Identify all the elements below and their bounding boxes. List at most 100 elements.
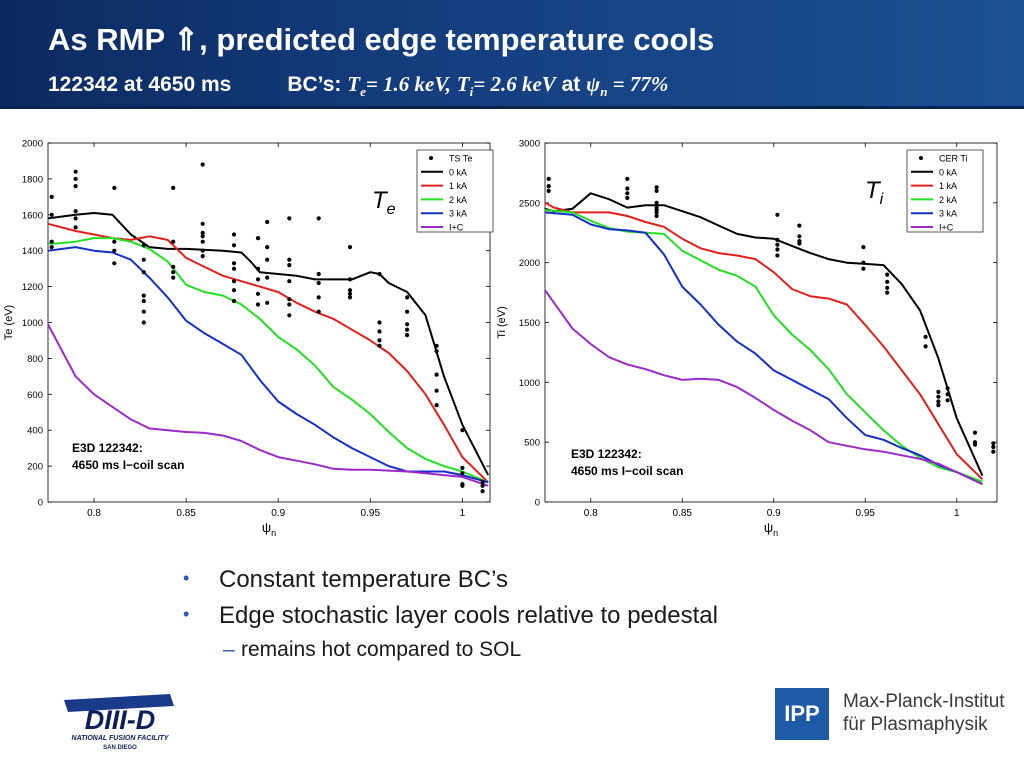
scatter-point [797, 234, 802, 239]
scatter-point [654, 213, 659, 219]
scatter-point [460, 465, 465, 470]
scatter-point [775, 253, 780, 258]
legend-entry: 0 kA [449, 167, 467, 177]
scatter-point [775, 212, 780, 217]
y-tick-label: 1800 [22, 174, 43, 185]
scatter-point [936, 389, 941, 394]
scatter-point [200, 162, 205, 167]
scatter-point [775, 242, 780, 247]
legend-entry: TS Te [449, 154, 472, 164]
scatter-point [625, 191, 630, 196]
y-tick-label: 800 [27, 354, 43, 365]
scatter-point [265, 219, 270, 225]
scatter-point [112, 248, 117, 253]
y-tick-label: 1600 [22, 210, 43, 221]
scatter-point [73, 216, 78, 221]
scatter-point [200, 248, 205, 253]
y-tick-label: 500 [524, 438, 540, 449]
y-tick-label: 1000 [22, 318, 43, 329]
scatter-point [231, 243, 237, 248]
scatter-point [797, 223, 802, 228]
scatter-point [405, 327, 410, 332]
series-line-1-ka [47, 222, 489, 484]
scatter-point [405, 309, 410, 314]
scatter-point [171, 185, 176, 190]
scatter-point [991, 441, 996, 446]
scatter-point [377, 329, 382, 334]
x-tick-label: 1 [954, 508, 960, 519]
bullet-item: • Constant temperature BC’s [183, 566, 509, 593]
y-axis-label: Ti (eV) [496, 306, 508, 339]
scatter-point [885, 285, 890, 290]
x-tick-label: 1 [460, 508, 466, 519]
scatter-point [287, 297, 292, 302]
y-tick-label: 2500 [519, 198, 540, 209]
scatter-point [200, 254, 205, 259]
scatter-point [546, 176, 551, 181]
scatter-point [287, 279, 292, 284]
scatter-point [316, 216, 321, 221]
y-tick-label: 1000 [519, 378, 540, 389]
slide-header: As RMP ⇑, predicted edge temperature coo… [0, 0, 1024, 109]
x-axis-label: ψn [764, 520, 778, 538]
y-tick-label: 600 [27, 390, 43, 401]
scatter-point [255, 236, 261, 241]
scatter-point [255, 291, 261, 296]
scatter-point [255, 277, 261, 282]
scatter-point [231, 261, 237, 266]
scatter-point [316, 309, 321, 314]
scatter-point [231, 279, 237, 284]
scatter-point [936, 403, 941, 408]
scatter-point [405, 295, 410, 300]
scatter-point [347, 288, 353, 293]
legend-marker-scatter [429, 156, 433, 160]
scatter-point [861, 245, 866, 250]
scatter-point [405, 322, 410, 327]
scatter-point [654, 210, 659, 215]
y-axis-label: Te (eV) [3, 305, 15, 340]
legend-entry: 2 kA [939, 195, 957, 205]
x-tick-label: 0.9 [271, 508, 285, 519]
scatter-point [936, 394, 941, 399]
svg-text:NATIONAL FUSION FACILITY: NATIONAL FUSION FACILITY [72, 735, 170, 742]
plot-frame [47, 142, 491, 503]
y-tick-label: 1500 [519, 318, 540, 329]
annotation-line-1: E3D 122342: [72, 441, 143, 455]
x-tick-label: 0.8 [584, 508, 598, 519]
legend-entry: 1 kA [449, 181, 467, 191]
scatter-point [316, 271, 321, 277]
shot-label: 122342 at 4650 ms [48, 73, 232, 96]
scatter-point [316, 280, 321, 286]
scatter-point [377, 271, 382, 277]
legend-entry: CER Ti [939, 154, 968, 164]
series-line-1-ka [544, 201, 984, 481]
ipp-logo: IPP Max-Planck-Institut für Plasmaphysik [775, 688, 1005, 744]
scatter-point [73, 184, 78, 189]
series-line-0-ka [47, 212, 490, 476]
scatter-point [434, 403, 439, 408]
legend-marker-scatter [919, 156, 923, 160]
y-tick-label: 200 [27, 462, 43, 473]
scatter-point [434, 388, 439, 393]
scatter-point [972, 442, 978, 447]
scatter-point [654, 188, 659, 193]
scatter-point [141, 309, 146, 314]
scatter-point [231, 232, 237, 237]
scatter-point [200, 230, 205, 235]
scatter-point [405, 333, 410, 338]
bc-te: Te= 1.6 keV, [347, 72, 451, 100]
scatter-point [885, 279, 890, 284]
annotation-line-2: 4650 ms I−coil scan [571, 464, 683, 478]
annotation-line-2: 4650 ms I−coil scan [72, 458, 184, 472]
scatter-point [255, 302, 261, 307]
panel-label: Ti [865, 177, 884, 208]
scatter-point [923, 334, 928, 339]
scatter-point [480, 489, 485, 494]
x-tick-label: 0.95 [856, 508, 876, 519]
x-axis-label: ψn [262, 520, 276, 538]
scatter-point [434, 372, 439, 377]
scatter-point [141, 270, 146, 275]
scatter-point [945, 392, 950, 397]
scatter-point [255, 266, 261, 271]
y-tick-label: 1400 [22, 246, 43, 257]
